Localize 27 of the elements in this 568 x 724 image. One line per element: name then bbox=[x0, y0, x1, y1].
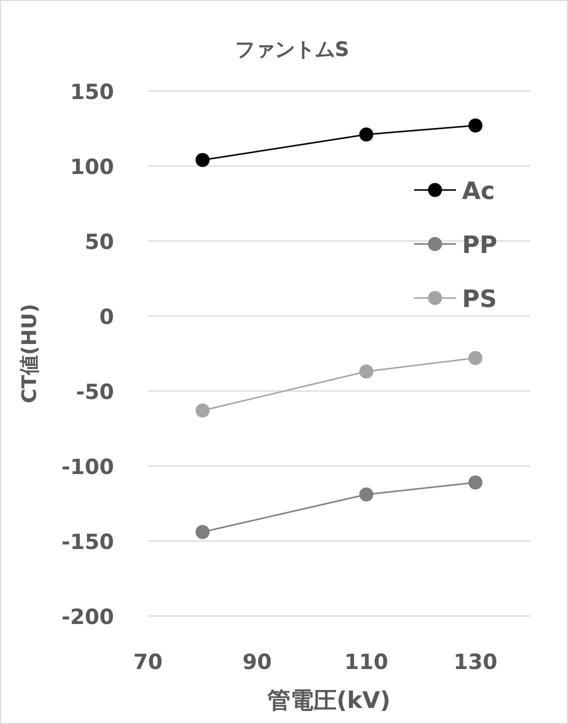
y-axis-title: CT値(HU) bbox=[17, 304, 41, 404]
y-tick-label: 100 bbox=[70, 155, 114, 179]
point bbox=[468, 118, 482, 132]
legend-label: Ac bbox=[462, 177, 495, 205]
x-tick-label: 70 bbox=[133, 650, 163, 674]
chart-title: ファントムS bbox=[234, 37, 350, 61]
point bbox=[196, 404, 210, 418]
point bbox=[196, 153, 210, 167]
point bbox=[468, 351, 482, 365]
x-axis-title: 管電圧(kV) bbox=[266, 688, 391, 714]
x-tick-label: 130 bbox=[454, 650, 498, 674]
y-tick-label: -150 bbox=[61, 530, 114, 554]
point bbox=[196, 525, 210, 539]
y-tick-label: -200 bbox=[61, 605, 114, 629]
point bbox=[468, 476, 482, 490]
y-tick-label: -50 bbox=[76, 380, 114, 404]
y-tick-label: -100 bbox=[61, 455, 114, 479]
legend-label: PS bbox=[462, 285, 497, 313]
y-tick-label: 50 bbox=[84, 230, 114, 254]
point bbox=[359, 128, 374, 142]
y-tick-label: 150 bbox=[70, 80, 114, 104]
x-tick-label: 110 bbox=[344, 650, 388, 674]
y-tick-label: 0 bbox=[99, 305, 114, 329]
x-tick-label: 90 bbox=[242, 650, 272, 674]
legend-label: PP bbox=[462, 231, 498, 259]
point bbox=[359, 364, 374, 378]
point bbox=[359, 488, 374, 502]
